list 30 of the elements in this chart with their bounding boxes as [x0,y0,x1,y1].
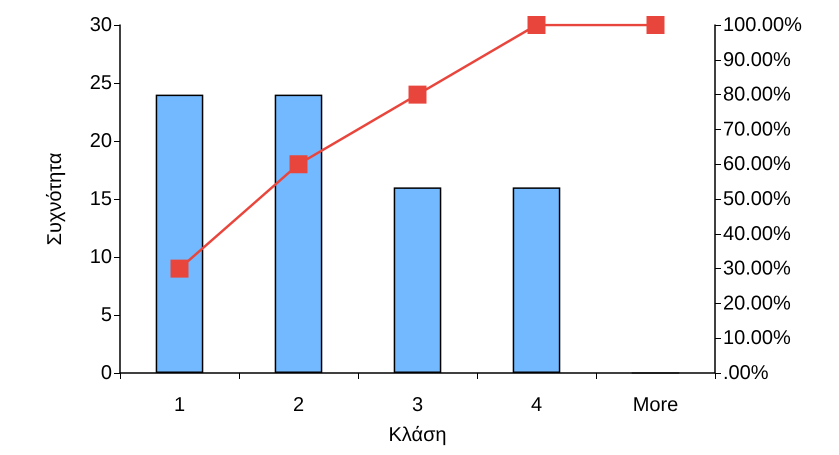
x-tick-label: More [632,394,678,416]
x-axis-title: Κλάση [388,424,447,446]
y2-tick-label: 50.00% [723,188,792,210]
point [290,155,308,174]
y2-tick-label: 30.00% [723,258,792,280]
x-tick-label: 4 [530,394,542,416]
x-tick-label: 1 [174,394,186,416]
y2-tick-label: 90.00% [723,48,792,71]
y-tick-label: 5 [100,304,112,326]
y-tick-label: 20 [90,130,112,152]
point [646,16,664,34]
x-tick-label: 2 [292,394,304,416]
y2-tick-label: 60.00% [723,153,792,176]
point [408,86,426,104]
y2-tick-label: 10.00% [723,327,792,350]
y2-tick-label: 100.00% [723,14,802,36]
y2-tick-label: 70.00% [723,118,792,140]
y2-tick-label: 80.00% [723,84,792,106]
y-tick-label: 10 [90,246,112,268]
y2-tick-label: .00% [723,362,769,384]
y2-tick-label: 20.00% [723,292,792,314]
y-axis-title: Συχνότητα [44,152,66,246]
y-tick-label: 25 [90,72,112,94]
y-tick-label: 30 [90,14,112,36]
y-tick-label: 0 [100,362,112,384]
x-tick-label: 3 [412,394,424,416]
point [170,260,188,278]
y2-tick-label: 40.00% [723,222,792,245]
y-tick-label: 15 [90,188,112,210]
point [528,16,546,34]
